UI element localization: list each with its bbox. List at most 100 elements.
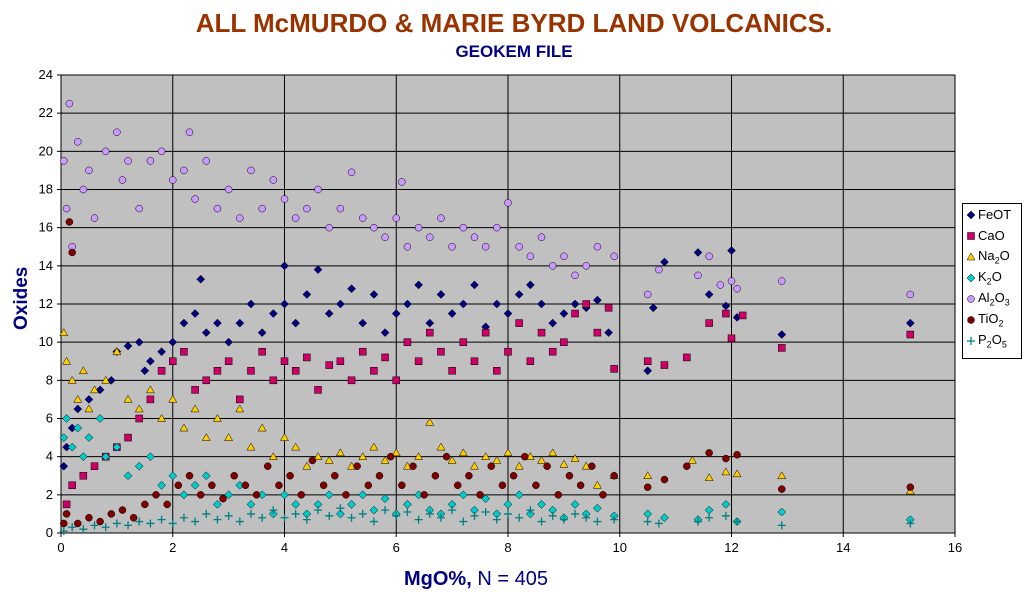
point-k2o bbox=[481, 494, 491, 504]
point-feot bbox=[492, 299, 502, 309]
point-feot bbox=[268, 309, 278, 318]
point-na2o bbox=[157, 413, 167, 422]
point-al2o3 bbox=[247, 166, 255, 175]
legend-marker-na2o bbox=[966, 251, 976, 260]
point-feot bbox=[643, 366, 653, 376]
point-na2o bbox=[268, 452, 278, 460]
y-tick-label: 12 bbox=[39, 296, 53, 311]
point-tio2 bbox=[498, 481, 507, 490]
point-tio2 bbox=[733, 451, 741, 459]
point-cao bbox=[62, 500, 71, 509]
point-p2o5 bbox=[235, 517, 244, 526]
point-cao bbox=[314, 386, 322, 394]
point-k2o bbox=[514, 490, 524, 500]
point-tio2 bbox=[342, 491, 350, 499]
point-k2o bbox=[67, 442, 77, 452]
legend-marker-shape bbox=[967, 315, 975, 324]
point-feot bbox=[525, 280, 535, 290]
series-feot bbox=[59, 246, 915, 471]
x-axis-label-text: MgO%, bbox=[404, 568, 472, 590]
point-cao bbox=[146, 395, 155, 404]
point-k2o bbox=[157, 480, 166, 490]
point-tio2 bbox=[174, 481, 183, 490]
series-na2o bbox=[59, 328, 915, 495]
y-tick-label: 14 bbox=[39, 258, 53, 273]
point-al2o3 bbox=[90, 214, 99, 222]
point-feot bbox=[140, 366, 150, 376]
point-tio2 bbox=[230, 472, 238, 480]
point-p2o5 bbox=[571, 509, 580, 518]
point-tio2 bbox=[85, 513, 93, 522]
point-na2o bbox=[190, 404, 200, 413]
point-na2o bbox=[291, 442, 301, 451]
point-al2o3 bbox=[169, 176, 177, 184]
point-cao bbox=[291, 367, 300, 375]
point-p2o5 bbox=[381, 506, 390, 515]
point-al2o3 bbox=[716, 281, 725, 289]
point-k2o bbox=[593, 503, 602, 513]
point-al2o3 bbox=[146, 157, 155, 165]
point-cao bbox=[213, 367, 222, 375]
point-cao bbox=[722, 309, 730, 318]
point-feot bbox=[213, 318, 222, 328]
point-feot bbox=[570, 299, 580, 309]
point-cao bbox=[358, 347, 367, 356]
point-tio2 bbox=[308, 456, 317, 465]
point-na2o bbox=[470, 461, 479, 470]
point-k2o bbox=[168, 471, 178, 481]
point-na2o bbox=[503, 448, 513, 457]
y-tick-label: 4 bbox=[46, 449, 53, 464]
point-p2o5 bbox=[291, 509, 300, 518]
point-feot bbox=[436, 290, 446, 299]
point-p2o5 bbox=[79, 525, 88, 534]
point-na2o bbox=[313, 452, 323, 460]
point-feot bbox=[559, 309, 569, 318]
point-p2o5 bbox=[504, 509, 512, 518]
point-feot bbox=[201, 328, 211, 337]
legend-label: Al2O3 bbox=[978, 289, 1010, 308]
point-cao bbox=[325, 361, 333, 369]
point-tio2 bbox=[129, 513, 138, 522]
point-al2o3 bbox=[526, 252, 535, 261]
point-tio2 bbox=[476, 491, 484, 499]
point-cao bbox=[604, 304, 613, 312]
legend-marker-shape bbox=[966, 251, 976, 260]
point-feot bbox=[123, 341, 133, 351]
legend-item-cao: CaO bbox=[963, 225, 1021, 246]
point-cao bbox=[548, 347, 557, 356]
point-k2o bbox=[201, 471, 211, 481]
point-feot bbox=[514, 290, 524, 299]
legend-label: K2O bbox=[978, 268, 1002, 287]
point-p2o5 bbox=[213, 515, 222, 524]
point-feot bbox=[447, 309, 457, 318]
point-tio2 bbox=[331, 472, 339, 480]
point-al2o3 bbox=[705, 252, 713, 261]
point-k2o bbox=[246, 500, 256, 509]
point-cao bbox=[470, 357, 479, 365]
point-p2o5 bbox=[369, 517, 378, 526]
point-al2o3 bbox=[448, 243, 456, 251]
point-feot bbox=[59, 461, 69, 471]
point-tio2 bbox=[141, 500, 149, 509]
point-na2o bbox=[84, 404, 94, 413]
series-cao bbox=[62, 300, 915, 509]
point-al2o3 bbox=[118, 176, 127, 184]
point-tio2 bbox=[610, 472, 618, 480]
point-cao bbox=[683, 353, 691, 362]
point-feot bbox=[403, 299, 412, 309]
point-p2o5 bbox=[258, 513, 267, 522]
point-na2o bbox=[732, 469, 742, 478]
point-tio2 bbox=[353, 462, 361, 470]
point-p2o5 bbox=[515, 513, 524, 522]
point-p2o5 bbox=[269, 506, 278, 515]
point-tio2 bbox=[65, 218, 74, 226]
point-al2o3 bbox=[571, 271, 579, 280]
point-na2o bbox=[78, 366, 88, 375]
series-p2o5 bbox=[59, 504, 915, 536]
point-al2o3 bbox=[303, 204, 311, 213]
point-k2o bbox=[324, 490, 334, 500]
point-p2o5 bbox=[436, 513, 445, 522]
point-feot bbox=[302, 290, 312, 299]
point-na2o bbox=[213, 413, 222, 422]
point-al2o3 bbox=[504, 199, 512, 207]
